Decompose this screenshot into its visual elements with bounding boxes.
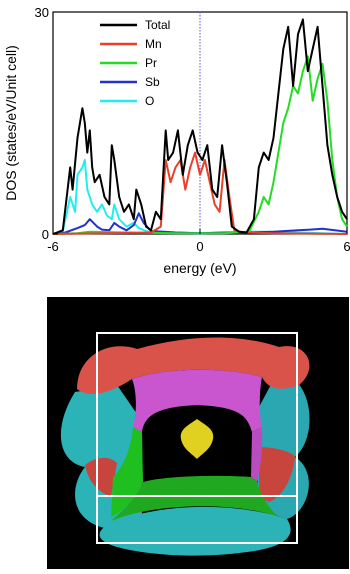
x-axis-label: energy (eV): [163, 260, 236, 276]
legend-label-pr: Pr: [145, 56, 157, 70]
outer-sheet-top: [77, 337, 310, 395]
inner-sheet-left: [111, 427, 143, 517]
series-layer: [52, 18, 348, 235]
y-axis-label: DOS (states/eV/Unit cell): [3, 45, 19, 201]
legend-label-sb: Sb: [145, 75, 160, 89]
x-tick-label: 0: [196, 239, 203, 254]
legend-label-total: Total: [145, 18, 170, 32]
series-line-total: [52, 18, 348, 235]
fermi-surface-image: [60, 332, 310, 556]
series-line-mn: [52, 151, 348, 235]
legend: Total Mn Pr Sb O: [100, 18, 170, 108]
outer-sheet-red-left: [85, 457, 117, 497]
series-line-sb: [52, 212, 348, 235]
y-tick-label: 0: [42, 227, 49, 242]
inner-sheet-right: [251, 427, 263, 482]
legend-label-o: O: [145, 94, 154, 108]
central-pocket: [180, 419, 214, 459]
fermi-surface-panel: [47, 297, 349, 569]
series-line-pr: [52, 55, 348, 235]
y-tick-label: 30: [35, 5, 49, 20]
brillouin-zone-frame: [96, 332, 298, 544]
x-tick-label: 6: [343, 239, 350, 254]
x-tick-label: -6: [47, 239, 59, 254]
outer-sheet-red-right: [259, 447, 295, 502]
inner-sheet-top: [132, 369, 262, 432]
inner-sheet-bottom: [111, 475, 279, 521]
legend-label-mn: Mn: [145, 37, 162, 51]
